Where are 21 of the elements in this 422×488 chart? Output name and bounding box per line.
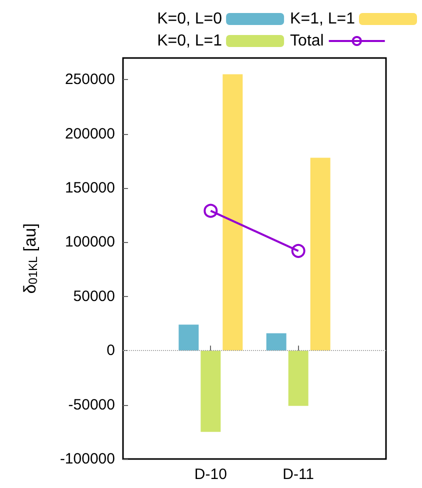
y-tick-label: 200000 (64, 125, 115, 142)
y-tick-label: 250000 (64, 71, 115, 88)
bar (222, 74, 243, 351)
y-axis-title: δ01KL [au] (20, 223, 40, 294)
y-tick-label: 150000 (64, 180, 115, 197)
x-tick-label: D-10 (194, 466, 227, 483)
bar (200, 350, 221, 432)
bar (288, 350, 308, 406)
y-tick-label: 50000 (73, 288, 115, 305)
y-tick-label: -100000 (60, 450, 115, 468)
bar (266, 333, 286, 351)
x-tick-label: D-11 (282, 466, 314, 483)
bar (178, 324, 199, 351)
y-tick-label: 0 (106, 342, 115, 360)
bar (310, 158, 330, 351)
y-tick-label: -50000 (68, 396, 115, 414)
legend-label: Total (290, 32, 324, 50)
legend-label: K=1, L=1 (290, 10, 356, 28)
legend-label: K=0, L=1 (157, 32, 222, 50)
legend-label: K=0, L=0 (157, 10, 222, 28)
y-tick-label: 100000 (64, 234, 115, 251)
